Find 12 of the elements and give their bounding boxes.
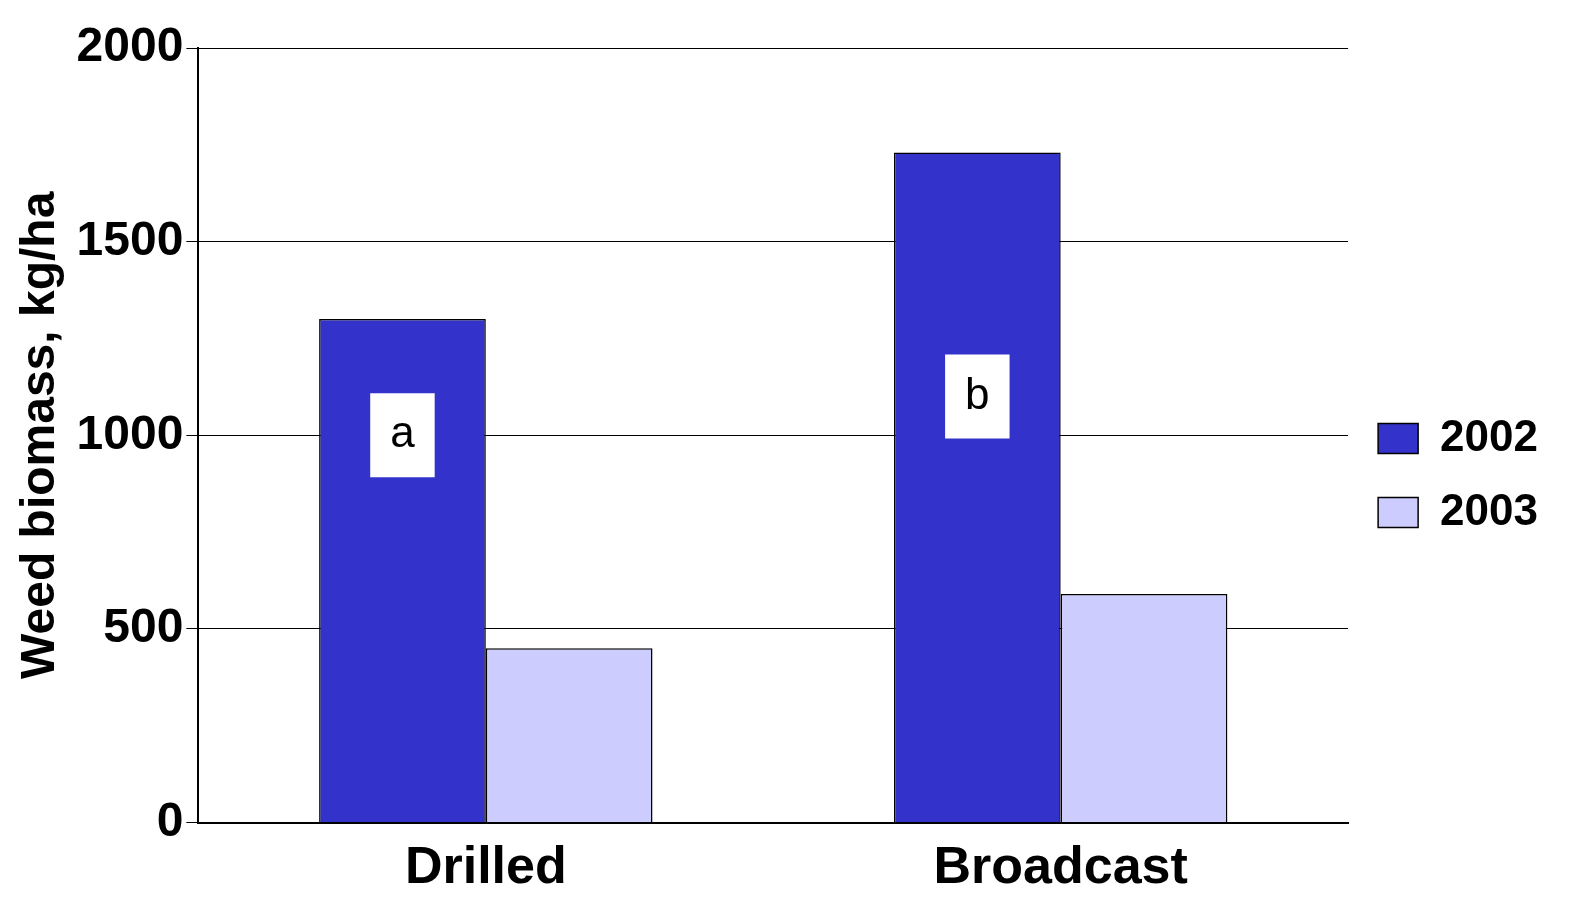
annotation: a <box>390 407 416 457</box>
y-tick-label: 2000 <box>76 18 184 72</box>
x-tick-label: Broadcast <box>933 836 1188 895</box>
y-axis-title: Weed biomass, kg/ha <box>11 191 65 679</box>
y-tick-label: 500 <box>103 599 184 653</box>
y-tick-label: 1500 <box>76 211 184 265</box>
y-tick-label: 0 <box>156 792 184 846</box>
legend-label: 2003 <box>1440 484 1539 534</box>
annotation: b <box>965 368 990 418</box>
legend-label: 2002 <box>1440 410 1539 460</box>
y-tick-label: 1000 <box>76 405 184 459</box>
x-tick-label: Drilled <box>404 836 567 895</box>
